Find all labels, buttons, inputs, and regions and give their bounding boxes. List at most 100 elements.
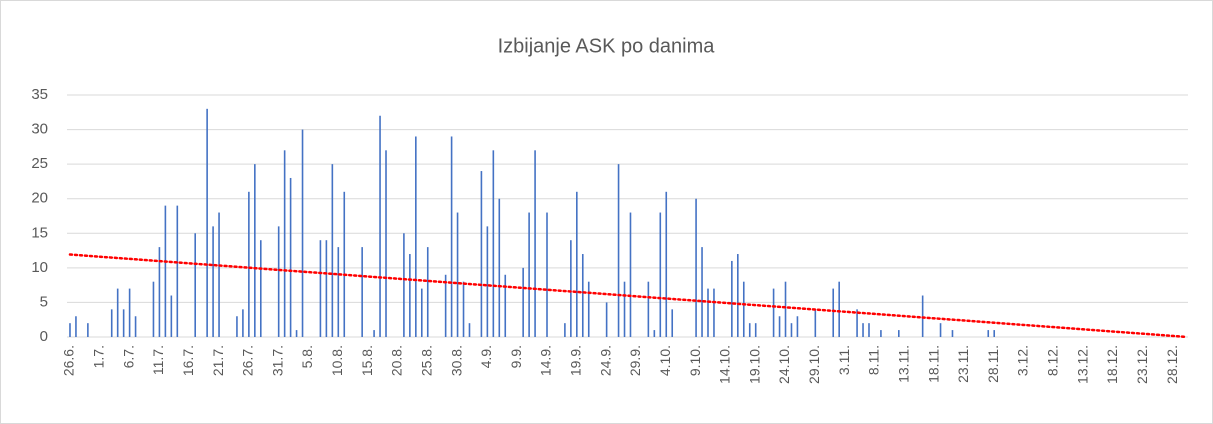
x-tick-label: 8.11. — [866, 345, 882, 375]
x-tick-label: 14.9. — [538, 345, 554, 376]
bar — [158, 247, 161, 337]
bar — [420, 288, 423, 337]
x-tick-label: 28.11. — [985, 345, 1001, 383]
bar — [993, 330, 996, 337]
bar — [134, 316, 137, 337]
x-tick-label: 3.12. — [1015, 345, 1031, 376]
y-tick-label: 10 — [31, 259, 48, 276]
x-tick-label: 29.9. — [627, 345, 643, 376]
bar — [492, 150, 495, 337]
bar — [242, 309, 244, 337]
bar — [415, 136, 417, 337]
bar — [331, 164, 334, 337]
x-tick-label: 5.8. — [299, 345, 315, 368]
bar — [605, 302, 608, 337]
x-tick-label: 25.8. — [418, 345, 434, 376]
bar — [468, 323, 471, 337]
bar — [152, 281, 155, 337]
bar — [110, 309, 113, 337]
bar — [176, 205, 179, 337]
bar — [748, 323, 751, 337]
bar — [164, 205, 167, 337]
bar — [170, 295, 173, 337]
bar — [898, 330, 900, 337]
bar — [564, 323, 566, 337]
bar — [283, 150, 286, 337]
bar — [528, 212, 530, 337]
bar — [653, 330, 656, 337]
bar — [373, 330, 375, 337]
x-tick-label: 26.7. — [240, 345, 256, 376]
bar — [301, 129, 304, 337]
bar — [617, 164, 620, 337]
bar — [456, 212, 459, 337]
bar — [504, 274, 507, 337]
x-tick-label: 18.12. — [1104, 345, 1120, 384]
bar — [236, 316, 238, 337]
bar — [277, 226, 280, 337]
x-tick-label: 13.12. — [1074, 345, 1090, 384]
bar — [69, 323, 71, 337]
x-tick-label: 19.10. — [746, 345, 762, 384]
x-tick-label: 24.10. — [776, 345, 792, 384]
bar — [379, 115, 381, 337]
bar — [385, 150, 387, 337]
bar — [522, 267, 524, 337]
bar — [784, 281, 787, 337]
bar — [731, 260, 733, 337]
x-tick-label: 11.7. — [150, 345, 166, 375]
bar — [194, 233, 196, 337]
bar — [576, 191, 578, 337]
x-tick-label: 9.10. — [687, 345, 703, 376]
x-tick-label: 18.11. — [925, 345, 941, 383]
y-tick-label: 25 — [31, 155, 48, 172]
bar — [289, 177, 292, 337]
x-tick-label: 6.7. — [120, 345, 136, 368]
bar — [254, 164, 256, 337]
x-tick-label: 24.9. — [597, 345, 613, 376]
bar — [814, 309, 817, 337]
bar — [790, 323, 793, 337]
bar — [444, 274, 447, 337]
x-tick-label: 20.8. — [389, 345, 405, 376]
bar — [713, 288, 715, 337]
x-tick-label: 4.10. — [657, 345, 673, 376]
x-tick-label: 28.12. — [1164, 345, 1180, 384]
bar — [337, 247, 340, 337]
bar — [319, 240, 322, 337]
bar — [868, 323, 870, 337]
bar — [951, 330, 954, 337]
y-tick-label: 20 — [31, 190, 48, 207]
x-tick-label: 21.7. — [210, 345, 226, 376]
bar — [409, 254, 411, 337]
bar — [248, 191, 250, 337]
bar — [462, 281, 465, 337]
bar — [75, 316, 77, 337]
bar — [259, 240, 262, 337]
x-tick-label: 14.10. — [717, 345, 733, 384]
bar — [450, 136, 453, 337]
bar — [426, 247, 429, 337]
bar — [480, 171, 483, 337]
bar — [659, 212, 662, 337]
x-tick-label: 26.6. — [61, 345, 77, 376]
bar — [737, 254, 739, 337]
x-tick-label: 13.11. — [895, 345, 911, 383]
x-tick-label: 9.9. — [508, 345, 524, 368]
bar — [325, 240, 328, 337]
x-tick-label: 23.11. — [955, 345, 971, 383]
x-tick-label: 23.12. — [1134, 345, 1150, 384]
bar — [832, 288, 835, 337]
y-tick-label: 35 — [31, 86, 48, 103]
bar — [206, 108, 208, 337]
y-tick-label: 5 — [40, 293, 48, 310]
bar — [212, 226, 214, 337]
bar — [486, 226, 489, 337]
y-tick-label: 15 — [31, 224, 48, 241]
bar — [665, 191, 668, 337]
x-tick-label: 31.7. — [269, 345, 285, 376]
bar — [987, 330, 990, 337]
bar — [707, 288, 709, 337]
